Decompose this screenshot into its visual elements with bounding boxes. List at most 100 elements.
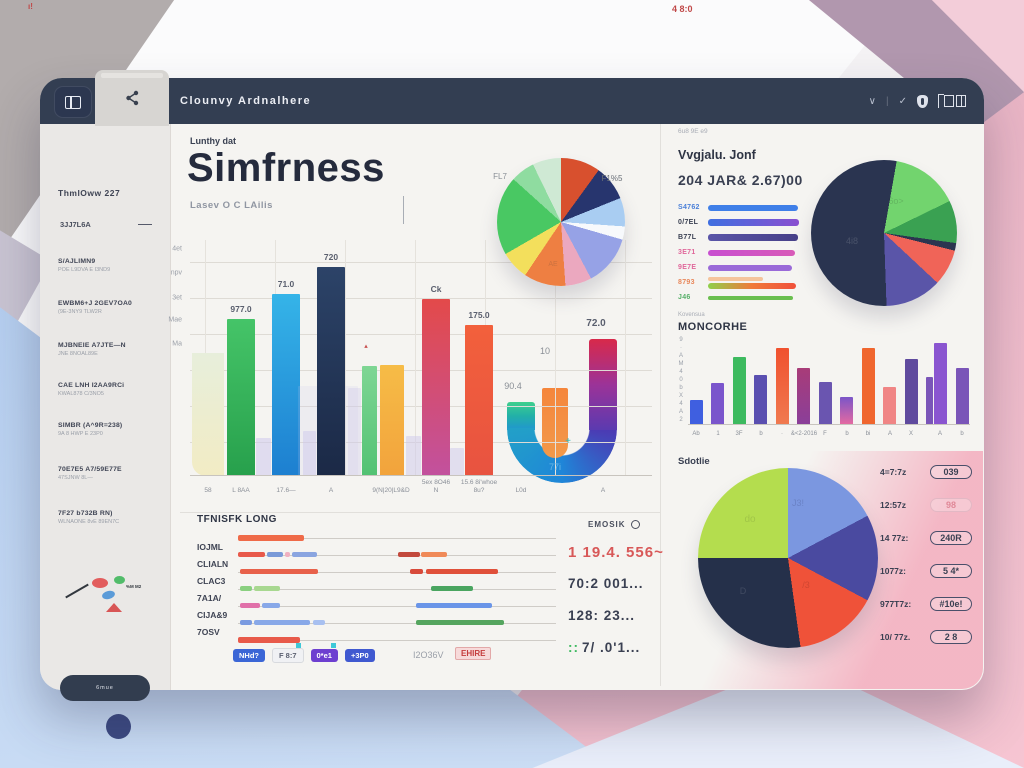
sidebar-item-label: SIMBR (A^9R=238)	[58, 422, 123, 429]
gridline	[190, 370, 652, 371]
main-bar-chart: 4et npv 3et Mae Ma 977.0 71.0 720 Ck 175.0 58 L 8AA…	[168, 240, 652, 494]
axis-label: 1	[716, 430, 720, 437]
timeline-row-label: CLAC3	[197, 576, 226, 586]
gridline	[190, 298, 652, 299]
sidebar-action-button[interactable]: 6mue	[60, 675, 150, 701]
chart-annotation: 4i8	[845, 236, 859, 246]
check-icon[interactable]: ✓	[898, 95, 907, 107]
sidebar-item[interactable]: 7F27 b732B RN) WLNAONE 8vE 89EN7C	[58, 510, 158, 525]
hbar-track	[708, 264, 836, 271]
bar	[711, 383, 724, 425]
chart-annotation: ▴	[364, 343, 368, 350]
chart-annotation: 72.0	[586, 318, 606, 329]
hbar-fill	[708, 264, 792, 271]
sidebar-item[interactable]: EWBM6+J 2GEV7OA0 (9E-3NY9 TLW2R	[58, 300, 158, 315]
category-pie-chart	[811, 160, 957, 306]
hbar-fill	[708, 282, 796, 289]
axis-tick: Ma	[172, 340, 182, 348]
chip-button[interactable]: +3P0	[344, 649, 375, 662]
shield-icon[interactable]	[917, 94, 928, 108]
stat-number: 128: 23...	[568, 608, 700, 640]
bar	[192, 353, 224, 476]
sidebar-item-sublabel: 47SJNW 8L—	[58, 475, 93, 481]
bar	[905, 359, 918, 425]
stat-row: 4=7:7z 039	[880, 462, 982, 482]
chip-button[interactable]: NHd?	[233, 649, 265, 662]
chart-annotation: 77i	[548, 462, 562, 472]
gantt-segment	[285, 552, 290, 557]
hbar-label: 0/7EL	[678, 219, 699, 226]
bar	[733, 357, 746, 425]
bar	[348, 388, 361, 476]
gantt-segment	[240, 603, 260, 608]
axis-label: A	[937, 430, 943, 437]
gantt-segment	[254, 620, 310, 625]
axis-label: Ab	[692, 430, 700, 437]
gantt-segment	[238, 552, 265, 557]
sidebar-item[interactable]: CAE LNH I2AA9RCi KWAL878 C/3NO5	[58, 382, 158, 397]
chart-annotation: F1%5	[601, 174, 623, 183]
bar	[819, 382, 832, 425]
collapse-dash-icon	[138, 224, 152, 225]
chart-annotation: do	[744, 514, 756, 525]
divider-icon: |	[886, 95, 889, 107]
axis-label: A	[328, 487, 334, 495]
stats-list: 4=7:7z 039 12:57z 98 14 77z: 240R 1077z: 5 4* 97…	[880, 462, 982, 660]
chart-annotation: 10	[539, 346, 551, 356]
axis-tick: npv	[170, 269, 182, 277]
vertical-divider	[660, 124, 661, 686]
gridline	[190, 442, 652, 443]
bar	[956, 368, 969, 425]
axis-label: X	[908, 430, 914, 437]
gantt-line	[238, 535, 556, 541]
hbar-row: S4762	[678, 200, 836, 215]
hbar-fill	[708, 234, 798, 241]
chevron-down-icon[interactable]: ∨	[868, 95, 876, 107]
axis-label: 3F	[735, 430, 743, 437]
mini-axis-char: A	[678, 409, 683, 415]
sidebar-item[interactable]: S/AJLIMN9 POE L9DVA E I3ND9	[58, 258, 158, 273]
hbar-fill	[708, 295, 793, 300]
timeline-chart	[238, 535, 556, 643]
chip-accent-mark	[330, 643, 336, 648]
sidebar-item-label: MJBNEIE A7JTE—N	[58, 342, 126, 349]
top-right-mark: 4 8:0	[672, 4, 693, 14]
columns-icon	[65, 95, 81, 109]
stat-label: 1077z:	[880, 566, 906, 576]
alert-chip[interactable]: EHIRE	[455, 647, 492, 660]
sidebar-item[interactable]: MJBNEIE A7JTE—N JNE 8NOAL89E	[58, 342, 158, 357]
logo-red-triangle	[106, 603, 122, 612]
chip-button[interactable]: 0*e1	[310, 643, 338, 662]
sidebar-item[interactable]: SIMBR (A^9R=238) 9A 8 HWP E 23P0	[58, 422, 158, 437]
stat-badge: 039	[930, 465, 972, 479]
stat-number-text: 1 19.4. 556~	[568, 544, 664, 561]
stat-row: 12:57z 98	[880, 495, 982, 515]
layout-panels-icon[interactable]	[938, 94, 966, 108]
share-icon	[125, 90, 138, 106]
right-column-heading: Vvgjalu. Jonf	[678, 148, 756, 162]
bar	[272, 294, 300, 476]
axis-label: A	[887, 430, 893, 437]
chip-button[interactable]: F 8:7	[272, 643, 304, 663]
axis-label: L0d	[515, 487, 527, 495]
gantt-line	[238, 552, 556, 557]
gantt-line	[238, 620, 556, 625]
chart-annotation: +	[565, 436, 571, 447]
sidebar-toggle[interactable]: 3JJ7L6A	[60, 220, 152, 229]
stat-badge: #10e!	[930, 597, 972, 611]
window-button[interactable]	[54, 86, 92, 118]
sidebar-item[interactable]: 70E7E5 A7/59E77E 47SJNW 8L—	[58, 466, 158, 481]
hbar-row: 8793	[678, 275, 836, 290]
gridline	[345, 240, 346, 476]
chart-annotation: 90.4	[504, 381, 522, 391]
app-tab[interactable]	[95, 70, 169, 126]
gantt-segment	[240, 620, 252, 625]
mini-axis-char: X	[678, 393, 683, 399]
hbar-label: B77L	[678, 234, 697, 241]
hbar-row: J46	[678, 290, 836, 305]
timeline-row-label: IOJML	[197, 542, 223, 552]
app-header: Clounvy Ardnalhere ∨ | ✓	[40, 78, 984, 124]
axis-label: bi	[865, 430, 871, 437]
stat-label: 12:57z	[880, 500, 906, 510]
